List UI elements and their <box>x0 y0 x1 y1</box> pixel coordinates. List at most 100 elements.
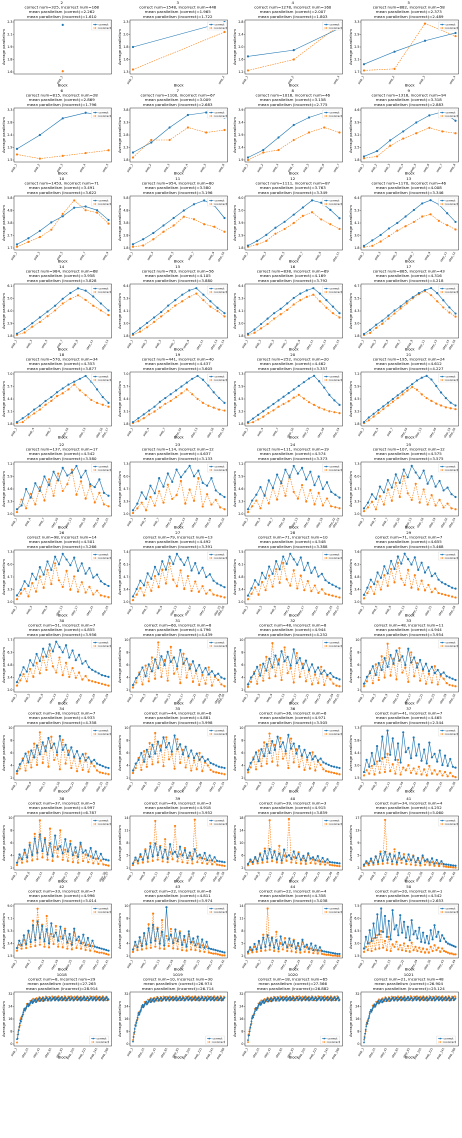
data-point-incorrect <box>182 215 185 218</box>
data-point-correct <box>15 243 19 246</box>
data-point-incorrect <box>25 680 28 683</box>
data-point-correct <box>158 942 161 945</box>
data-point-correct <box>449 863 452 867</box>
data-point-correct <box>286 302 289 305</box>
data-point-correct <box>333 861 336 864</box>
data-point-incorrect <box>76 294 80 297</box>
data-point-incorrect <box>29 492 32 495</box>
data-point-incorrect <box>447 683 451 687</box>
data-point-correct <box>362 1041 365 1044</box>
data-point-incorrect <box>401 137 404 140</box>
data-point-incorrect <box>273 317 276 320</box>
y-tick-label: 8 <box>241 651 243 655</box>
data-point-incorrect <box>325 497 329 500</box>
subplot-subtitle: mean parallelism (incorrect)=5.060 <box>374 810 444 815</box>
data-point-correct <box>287 854 291 857</box>
legend-marker-correct <box>94 111 97 114</box>
data-point-correct <box>22 934 25 937</box>
subplot-subtitle: mean parallelism (correct)=3.158 <box>260 97 326 102</box>
data-point-correct <box>438 749 441 752</box>
data-point-correct <box>271 666 274 669</box>
data-point-incorrect <box>163 838 166 841</box>
data-point-correct <box>73 380 76 383</box>
data-point-incorrect <box>335 864 339 867</box>
y-tick-label: 2 <box>126 776 128 780</box>
legend-marker-incorrect <box>325 379 328 381</box>
data-point-correct <box>397 851 400 854</box>
data-point-incorrect <box>453 953 457 956</box>
data-point-incorrect <box>392 945 396 948</box>
data-point-correct <box>133 1027 136 1030</box>
subplot-subtitle: mean parallelism (correct)=2.869 <box>29 97 95 102</box>
y-axis-label: Average parallelism <box>349 1001 353 1037</box>
data-point-incorrect <box>70 948 73 951</box>
y-tick-label: 6.4 <box>123 284 128 288</box>
data-point-incorrect <box>440 130 444 133</box>
subplot-title: 34 <box>59 706 64 711</box>
y-tick-label: 10 <box>355 638 359 642</box>
legend-marker-incorrect <box>94 645 97 647</box>
data-point-incorrect <box>92 304 95 307</box>
data-point-incorrect <box>222 128 226 132</box>
data-point-correct <box>174 996 177 999</box>
subplot-title: 23 <box>175 442 180 447</box>
data-point-correct <box>299 556 302 559</box>
data-point-correct <box>73 927 76 930</box>
y-axis-label: Average parallelism <box>118 293 122 329</box>
data-point-incorrect <box>411 949 415 952</box>
data-point-correct <box>21 1013 24 1016</box>
x-tick-label: step_19 <box>203 517 212 529</box>
data-point-correct <box>84 374 87 378</box>
data-point-incorrect <box>246 510 250 514</box>
data-point-incorrect <box>201 505 204 508</box>
data-point-correct <box>32 664 35 667</box>
data-point-correct <box>427 942 430 945</box>
data-point-correct <box>246 768 250 771</box>
data-point-incorrect <box>153 504 156 507</box>
data-point-correct <box>297 852 300 856</box>
data-point-incorrect <box>402 853 405 856</box>
data-point-incorrect <box>362 510 365 513</box>
data-point-incorrect <box>428 213 432 216</box>
data-point-incorrect <box>260 580 264 584</box>
data-point-correct <box>150 743 154 746</box>
data-point-correct <box>319 757 322 760</box>
data-point-correct <box>192 203 195 206</box>
data-point-correct <box>246 244 250 247</box>
data-point-incorrect <box>249 948 252 951</box>
data-point-correct <box>170 750 173 753</box>
x-tick-label: step_16 <box>95 427 104 439</box>
data-point-correct <box>372 763 376 766</box>
data-point-incorrect <box>414 132 417 135</box>
x-tick-label: step_3 <box>332 75 340 85</box>
data-point-incorrect <box>253 331 256 334</box>
data-point-incorrect <box>276 764 279 767</box>
legend-marker-incorrect <box>94 27 97 29</box>
legend <box>91 21 111 31</box>
y-tick-label: 7.1 <box>7 917 12 921</box>
data-point-correct <box>367 862 370 865</box>
data-point-correct <box>454 997 456 1000</box>
data-point-correct <box>391 662 395 665</box>
subplot-subtitle: mean parallelism (correct)=2.373 <box>375 9 441 14</box>
subplot-subtitle: correct num=984, incorrect num=68 <box>26 269 99 274</box>
data-point-incorrect <box>295 861 298 865</box>
subplot-subtitle: correct num=325, incorrect num=168 <box>24 5 99 10</box>
y-tick-label: 4 <box>10 854 12 858</box>
data-point-correct <box>61 651 64 654</box>
y-tick-label: 2 <box>126 688 128 692</box>
x-tick-label: step_4 <box>371 427 379 437</box>
x-tick-label: step_6 <box>139 781 147 791</box>
x-tick-label: step_13 <box>282 605 291 617</box>
y-tick-label: 3.2 <box>238 410 243 414</box>
data-point-incorrect <box>271 585 274 588</box>
x-tick-label: step_4 <box>287 163 295 173</box>
subplot-subtitle: mean parallelism (correct)=27.566 <box>259 981 328 986</box>
data-point-incorrect <box>409 586 413 589</box>
y-tick-label: 2.0 <box>7 512 12 516</box>
data-point-incorrect <box>317 682 320 685</box>
x-tick-label: step_1 <box>10 1047 18 1057</box>
x-tick-label: step_121 <box>308 1047 318 1060</box>
x-tick-label: step_13 <box>168 605 177 617</box>
